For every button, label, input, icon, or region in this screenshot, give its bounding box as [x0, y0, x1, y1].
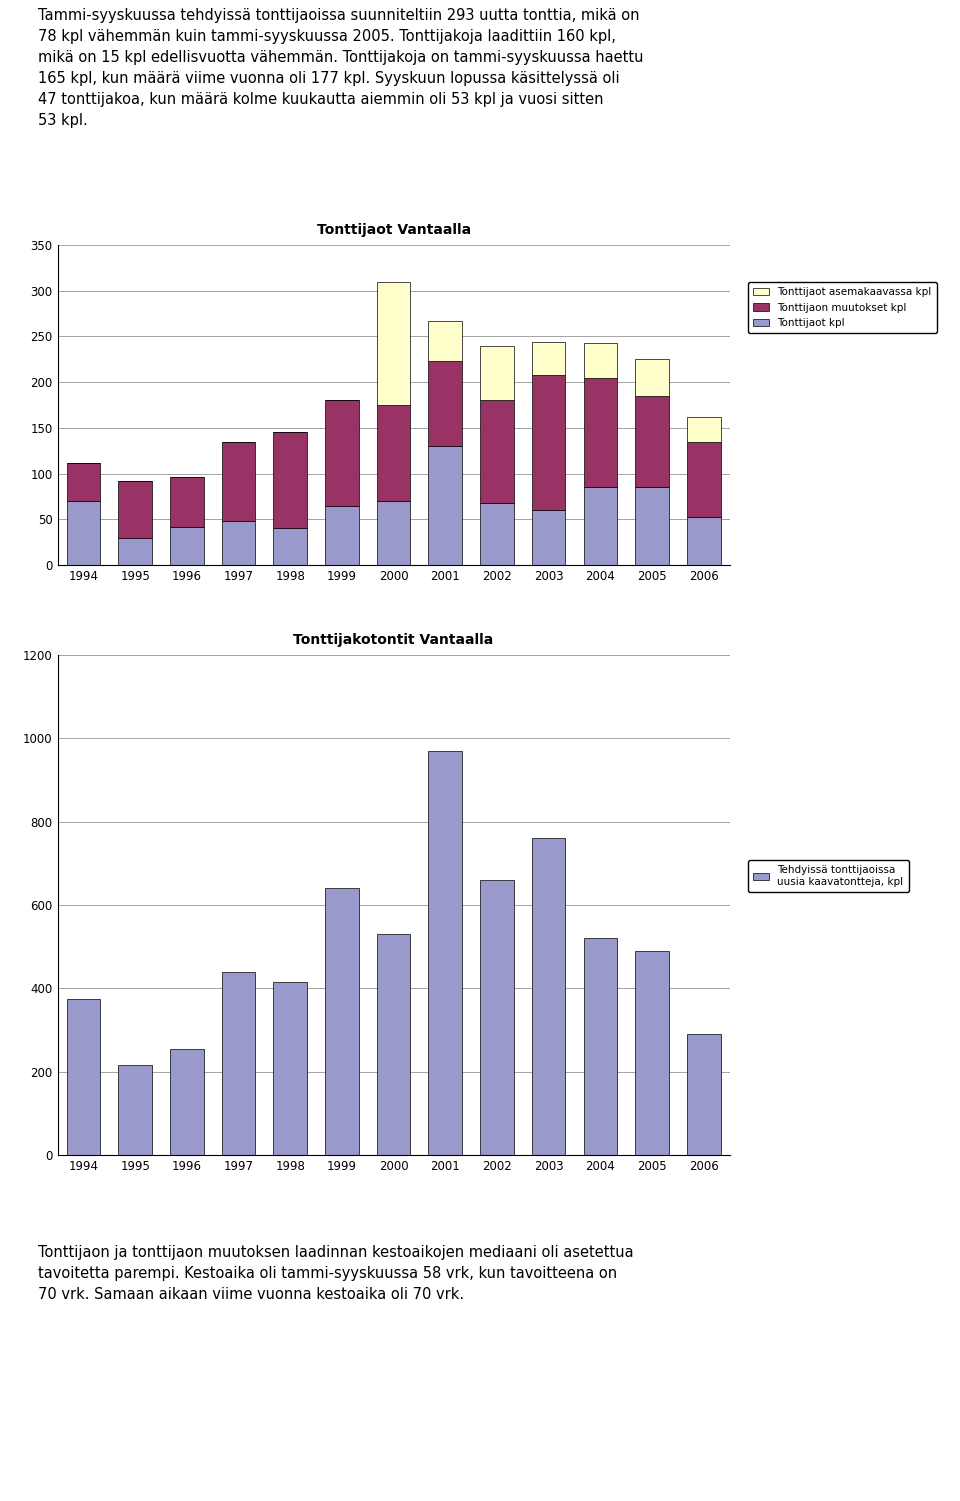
Bar [428, 446, 462, 564]
Bar [687, 443, 721, 518]
Bar [584, 938, 617, 1154]
Title: Tonttijaot Vantaalla: Tonttijaot Vantaalla [317, 222, 470, 237]
Bar [584, 378, 617, 488]
Bar [325, 401, 359, 506]
Bar [584, 488, 617, 564]
Bar [222, 443, 255, 521]
Bar [118, 480, 152, 537]
Bar [118, 1066, 152, 1154]
Bar [170, 1049, 204, 1154]
Bar [480, 880, 514, 1154]
Bar [480, 347, 514, 399]
Bar [376, 405, 411, 501]
Bar [584, 342, 617, 378]
Bar [428, 321, 462, 362]
Bar [325, 889, 359, 1154]
Bar [376, 934, 411, 1154]
Bar [687, 417, 721, 443]
Bar [222, 971, 255, 1154]
Legend: Tehdyissä tonttijaoissa
uusia kaavatontteja, kpl: Tehdyissä tonttijaoissa uusia kaavatontt… [748, 860, 909, 892]
Bar [274, 982, 307, 1154]
Bar [532, 342, 565, 375]
Title: Tonttijakotontit Vantaalla: Tonttijakotontit Vantaalla [294, 633, 493, 647]
Bar [170, 477, 204, 527]
Bar [66, 998, 100, 1154]
Text: Tammi-syyskuussa tehdyissä tonttijaoissa suunniteltiin 293 uutta tonttia, mikä o: Tammi-syyskuussa tehdyissä tonttijaoissa… [38, 8, 644, 128]
Bar [636, 396, 669, 488]
Legend: Tonttijaot asemakaavassa kpl, Tonttijaon muutokset kpl, Tonttijaot kpl: Tonttijaot asemakaavassa kpl, Tonttijaon… [748, 282, 937, 333]
Bar [66, 462, 100, 501]
Bar [532, 839, 565, 1154]
Bar [274, 432, 307, 528]
Bar [118, 537, 152, 564]
Bar [376, 501, 411, 564]
Bar [376, 282, 411, 405]
Bar [325, 506, 359, 564]
Bar [636, 488, 669, 564]
Bar [636, 359, 669, 396]
Bar [636, 950, 669, 1154]
Bar [532, 510, 565, 564]
Bar [687, 518, 721, 564]
Bar [66, 501, 100, 564]
Bar [532, 375, 565, 510]
Text: Tonttijaon ja tonttijaon muutoksen laadinnan kestoaikojen mediaani oli asetettua: Tonttijaon ja tonttijaon muutoksen laadi… [38, 1244, 634, 1301]
Bar [222, 521, 255, 564]
Bar [428, 362, 462, 446]
Bar [480, 503, 514, 564]
Bar [170, 527, 204, 564]
Bar [687, 1034, 721, 1154]
Bar [480, 399, 514, 503]
Bar [428, 750, 462, 1154]
Bar [274, 528, 307, 564]
